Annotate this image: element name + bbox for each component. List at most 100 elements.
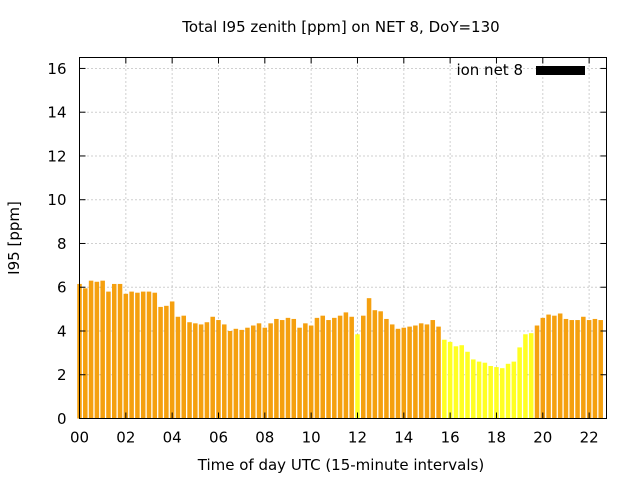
bar <box>557 313 563 419</box>
bar <box>494 367 499 419</box>
y-tick-label: 6 <box>57 279 67 297</box>
bar <box>193 323 198 419</box>
bar <box>314 317 320 419</box>
bar <box>598 320 603 419</box>
bar <box>401 327 407 419</box>
bar <box>106 291 111 419</box>
x-tick-label: 08 <box>255 429 274 447</box>
bar <box>233 328 239 419</box>
bar <box>355 334 360 419</box>
bar <box>511 361 517 419</box>
bar <box>326 320 331 419</box>
bar <box>505 363 511 419</box>
x-tick-label: 16 <box>441 429 460 447</box>
y-tick-label: 16 <box>47 60 66 78</box>
legend: ion net 8 <box>456 61 585 79</box>
bar <box>424 324 430 419</box>
bar <box>546 314 551 419</box>
x-axis-label: Time of day UTC (15-minute intervals) <box>197 456 484 474</box>
bar <box>378 311 383 419</box>
bar <box>476 361 482 419</box>
y-tick-label: 4 <box>57 322 67 340</box>
bar <box>552 315 557 419</box>
bar <box>291 318 297 419</box>
bar <box>245 327 250 419</box>
x-tick-label: 22 <box>580 429 599 447</box>
bar <box>517 347 522 419</box>
bar <box>250 325 256 419</box>
bar <box>442 339 447 419</box>
y-tick-label: 8 <box>57 235 67 253</box>
y-tick-label: 0 <box>57 410 67 428</box>
bar <box>586 320 592 419</box>
bar <box>274 318 279 419</box>
bar <box>111 283 117 419</box>
ticks <box>79 57 607 419</box>
bar <box>332 317 337 419</box>
plot-frame <box>79 57 607 419</box>
bar <box>210 316 215 419</box>
x-tick-label: 10 <box>302 429 321 447</box>
bar <box>181 315 187 419</box>
bar <box>407 326 412 419</box>
bar <box>308 325 314 419</box>
bar <box>129 291 134 419</box>
bar <box>361 315 366 419</box>
bar <box>563 318 569 419</box>
x-tick-label: 06 <box>209 429 228 447</box>
bar <box>175 316 181 419</box>
bar <box>575 320 580 419</box>
x-tick-label: 18 <box>487 429 506 447</box>
bar <box>413 325 418 419</box>
legend-label: ion net 8 <box>456 61 523 79</box>
chart-title: Total I95 zenith [ppm] on NET 8, DoY=130 <box>181 18 499 36</box>
bar <box>418 323 424 419</box>
x-tick-label: 04 <box>163 429 182 447</box>
bar <box>239 329 244 419</box>
bar <box>285 317 291 419</box>
bar <box>395 328 401 419</box>
bar <box>222 324 227 419</box>
bar <box>140 291 146 419</box>
bar <box>528 333 534 419</box>
bar <box>198 324 204 419</box>
bar <box>268 323 273 419</box>
bar <box>337 315 343 419</box>
bar <box>204 322 210 419</box>
bar <box>164 305 169 419</box>
bar <box>349 316 354 419</box>
x-tick-labels: 00 02 04 06 08 10 12 14 16 18 20 22 <box>70 429 599 447</box>
x-tick-label: 00 <box>70 429 89 447</box>
bar <box>320 315 325 419</box>
bar <box>152 292 158 419</box>
bar <box>343 312 349 419</box>
bar <box>430 320 436 419</box>
y-tick-label: 12 <box>47 147 66 165</box>
bar <box>534 325 540 419</box>
bar <box>123 293 129 419</box>
bar <box>459 345 464 419</box>
bar <box>523 334 528 419</box>
bar <box>256 323 262 419</box>
bar <box>94 281 100 419</box>
bar <box>227 330 233 419</box>
legend-swatch <box>536 66 585 75</box>
bar <box>465 351 470 419</box>
bar <box>436 326 441 419</box>
bar <box>297 327 302 419</box>
bar <box>453 346 459 419</box>
x-tick-label: 20 <box>533 429 552 447</box>
bar <box>158 306 163 419</box>
y-tick-label: 14 <box>47 104 66 122</box>
bar <box>499 368 505 419</box>
y-axis-label: I95 [ppm] <box>5 201 23 275</box>
bar <box>482 362 488 419</box>
bar <box>569 320 575 419</box>
x-tick-label: 02 <box>116 429 135 447</box>
bar <box>146 291 152 419</box>
bar <box>488 365 493 419</box>
y-tick-label: 10 <box>47 191 66 209</box>
x-tick-label: 14 <box>394 429 413 447</box>
bar <box>216 320 221 419</box>
